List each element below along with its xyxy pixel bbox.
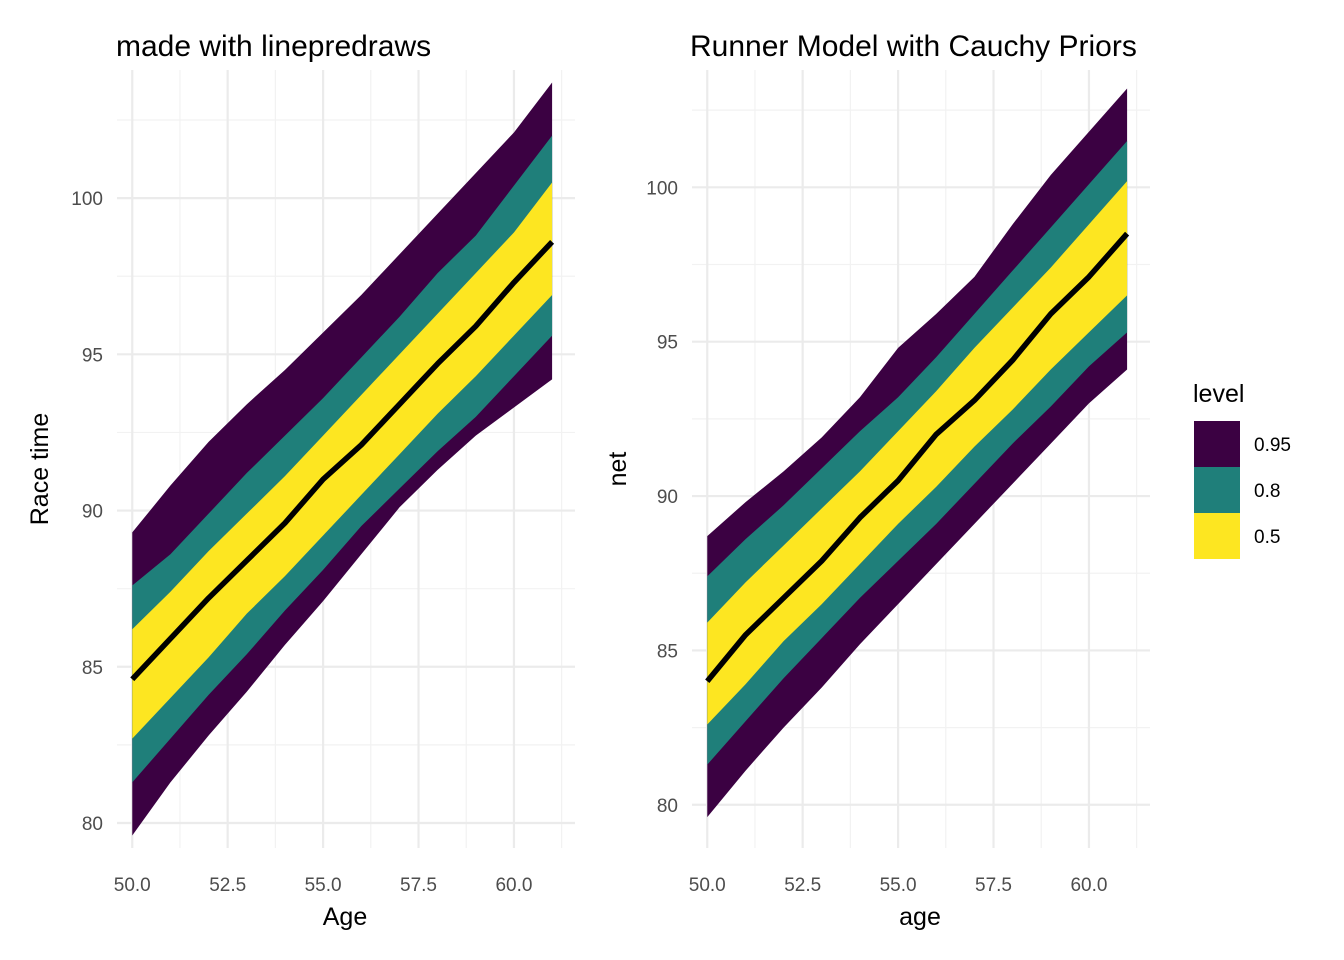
- legend: level 0.95 0.8 0.5: [1193, 380, 1291, 559]
- right-x-tick-label: 50.0: [689, 875, 726, 896]
- left-x-axis-title: Age: [323, 903, 367, 931]
- left-y-tick-label: 90: [82, 502, 103, 523]
- legend-label-0.5: 0.5: [1254, 527, 1280, 548]
- right-y-tick-label: 100: [646, 178, 678, 199]
- right-y-tick-label: 95: [657, 333, 678, 354]
- left-median-line: [130, 239, 555, 682]
- right-y-tick-label: 85: [657, 641, 678, 662]
- legend-title: level: [1193, 380, 1244, 408]
- left-y-tick-label: 95: [82, 345, 103, 366]
- legend-label-0.95: 0.95: [1254, 435, 1291, 456]
- right-band-0.5: [707, 181, 1128, 725]
- right-x-tick-label: 55.0: [880, 875, 917, 896]
- left-x-ticks: 50.0 52.5 55.0 57.5 60.0: [114, 875, 533, 896]
- right-plot-title: Runner Model with Cauchy Priors: [690, 30, 1137, 63]
- right-x-tick-label: 60.0: [1070, 875, 1107, 896]
- right-x-axis-title: age: [899, 903, 941, 931]
- left-x-tick-label: 55.0: [305, 875, 342, 896]
- left-plot-title: made with linepredraws: [116, 30, 431, 63]
- right-x-tick-label: 52.5: [784, 875, 821, 896]
- left-x-tick-label: 57.5: [400, 875, 437, 896]
- left-x-tick-label: 60.0: [495, 875, 532, 896]
- right-y-axis-title: net: [604, 452, 632, 487]
- legend-swatch-0.8: [1194, 467, 1240, 513]
- legend-swatch-0.5: [1194, 513, 1240, 559]
- left-median-line-group: [130, 239, 555, 682]
- right-x-tick-label: 57.5: [975, 875, 1012, 896]
- right-y-tick-label: 90: [657, 487, 678, 508]
- left-y-ticks: 80 85 90 95 100: [71, 189, 103, 835]
- legend-swatch-0.95: [1194, 421, 1240, 467]
- right-y-tick-label: 80: [657, 796, 678, 817]
- right-y-ticks: 80 85 90 95 100: [646, 178, 678, 816]
- right-median-line: [705, 231, 1130, 684]
- right-panel: Runner Model with Cauchy Priors 80 85 90 95…: [604, 30, 1150, 931]
- left-y-axis-title: Race time: [26, 413, 54, 526]
- legend-label-0.8: 0.8: [1254, 481, 1280, 502]
- right-median-line-group: [705, 231, 1130, 684]
- right-x-ticks: 50.0 52.5 55.0 57.5 60.0: [689, 875, 1108, 896]
- left-x-tick-label: 50.0: [114, 875, 151, 896]
- left-y-tick-label: 80: [82, 814, 103, 835]
- left-x-tick-label: 52.5: [209, 875, 246, 896]
- left-y-tick-label: 85: [82, 658, 103, 679]
- right-bands: [707, 88, 1128, 818]
- left-y-tick-label: 100: [71, 189, 103, 210]
